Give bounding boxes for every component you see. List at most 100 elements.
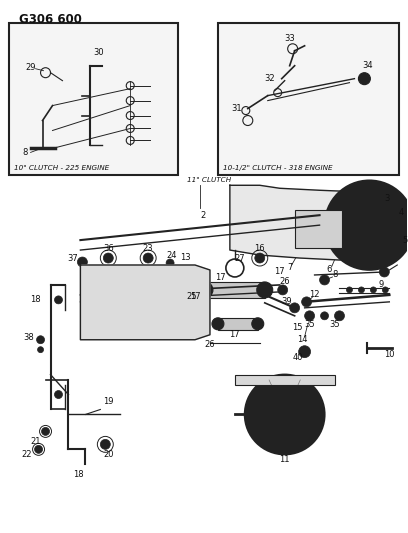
Polygon shape bbox=[230, 185, 399, 260]
Text: 35: 35 bbox=[304, 320, 315, 329]
Text: 40: 40 bbox=[293, 353, 303, 362]
Circle shape bbox=[121, 321, 129, 329]
Circle shape bbox=[186, 301, 194, 309]
Circle shape bbox=[100, 439, 110, 449]
Circle shape bbox=[305, 311, 315, 321]
Circle shape bbox=[245, 375, 324, 454]
Circle shape bbox=[302, 297, 312, 307]
Circle shape bbox=[55, 296, 62, 304]
Text: 18: 18 bbox=[30, 295, 41, 304]
Bar bbox=[218, 23, 399, 175]
Text: 2: 2 bbox=[200, 211, 206, 220]
Text: 34: 34 bbox=[362, 61, 373, 70]
Text: 7: 7 bbox=[287, 263, 293, 272]
Circle shape bbox=[252, 318, 264, 330]
Text: 15: 15 bbox=[293, 324, 303, 332]
Text: 35: 35 bbox=[329, 320, 340, 329]
Circle shape bbox=[35, 446, 42, 454]
Text: 14: 14 bbox=[297, 335, 308, 344]
Text: 11" CLUTCH: 11" CLUTCH bbox=[187, 177, 231, 183]
Circle shape bbox=[166, 259, 174, 267]
Text: 16: 16 bbox=[255, 244, 265, 253]
Text: 29: 29 bbox=[25, 63, 36, 72]
Text: 6: 6 bbox=[327, 265, 332, 274]
Text: 39: 39 bbox=[282, 297, 292, 306]
Circle shape bbox=[181, 291, 189, 299]
Text: 17: 17 bbox=[230, 330, 240, 340]
Circle shape bbox=[257, 282, 273, 298]
Text: 10: 10 bbox=[384, 350, 395, 359]
Text: 12: 12 bbox=[309, 290, 320, 300]
Circle shape bbox=[37, 336, 44, 344]
Circle shape bbox=[38, 346, 44, 353]
Text: 27: 27 bbox=[235, 254, 245, 263]
Circle shape bbox=[341, 197, 397, 253]
Text: 36: 36 bbox=[103, 244, 114, 253]
Text: 25: 25 bbox=[187, 293, 197, 301]
Circle shape bbox=[379, 267, 389, 277]
Circle shape bbox=[55, 391, 62, 399]
Text: 38: 38 bbox=[23, 333, 34, 342]
Text: 32: 32 bbox=[264, 74, 275, 83]
Circle shape bbox=[257, 386, 313, 442]
Circle shape bbox=[361, 76, 367, 82]
Text: 9: 9 bbox=[379, 280, 384, 289]
Circle shape bbox=[181, 311, 189, 319]
Text: 26: 26 bbox=[205, 340, 215, 349]
Circle shape bbox=[143, 253, 153, 263]
Text: 8: 8 bbox=[333, 270, 338, 279]
Circle shape bbox=[91, 274, 99, 282]
Text: G306 600: G306 600 bbox=[19, 13, 82, 26]
Circle shape bbox=[271, 400, 299, 429]
Bar bbox=[235, 375, 335, 385]
Text: 31: 31 bbox=[231, 104, 242, 113]
Text: 10" CLUTCH - 225 ENGINE: 10" CLUTCH - 225 ENGINE bbox=[13, 165, 109, 171]
Circle shape bbox=[278, 285, 288, 295]
Bar bbox=[218, 318, 258, 330]
Text: 18: 18 bbox=[73, 470, 84, 479]
Circle shape bbox=[151, 274, 159, 282]
Circle shape bbox=[197, 282, 213, 298]
Text: 20: 20 bbox=[103, 450, 113, 459]
Circle shape bbox=[319, 275, 330, 285]
Bar bbox=[9, 23, 178, 175]
Text: 37: 37 bbox=[67, 254, 78, 263]
Circle shape bbox=[358, 287, 364, 293]
Circle shape bbox=[290, 303, 299, 313]
Circle shape bbox=[370, 287, 376, 293]
Text: 26: 26 bbox=[279, 278, 290, 286]
Text: 17: 17 bbox=[215, 273, 225, 282]
Circle shape bbox=[324, 180, 408, 270]
Text: 23: 23 bbox=[143, 244, 153, 253]
Circle shape bbox=[151, 321, 159, 329]
Circle shape bbox=[358, 72, 370, 85]
Circle shape bbox=[382, 287, 388, 293]
Circle shape bbox=[346, 287, 353, 293]
Circle shape bbox=[42, 427, 49, 435]
Text: 13: 13 bbox=[180, 253, 191, 262]
Text: 19: 19 bbox=[103, 397, 113, 406]
Text: 8: 8 bbox=[22, 148, 27, 157]
Text: 3: 3 bbox=[385, 193, 390, 203]
Text: 11: 11 bbox=[279, 455, 290, 464]
Circle shape bbox=[335, 311, 344, 321]
Circle shape bbox=[321, 312, 328, 320]
Circle shape bbox=[78, 257, 87, 267]
Text: 17: 17 bbox=[275, 268, 285, 277]
Text: 4: 4 bbox=[399, 208, 404, 217]
Text: 17: 17 bbox=[190, 293, 200, 301]
Circle shape bbox=[121, 274, 129, 282]
Bar bbox=[205, 282, 265, 298]
Text: 30: 30 bbox=[93, 49, 104, 57]
Circle shape bbox=[357, 213, 381, 237]
Circle shape bbox=[103, 253, 113, 263]
Circle shape bbox=[299, 346, 310, 358]
Text: 10-1/2" CLUTCH - 318 ENGINE: 10-1/2" CLUTCH - 318 ENGINE bbox=[223, 165, 333, 171]
Text: 33: 33 bbox=[284, 34, 295, 43]
Circle shape bbox=[212, 318, 224, 330]
Circle shape bbox=[91, 321, 99, 329]
Text: 5: 5 bbox=[403, 236, 408, 245]
Bar bbox=[295, 210, 342, 248]
Text: 24: 24 bbox=[167, 251, 177, 260]
Text: 22: 22 bbox=[21, 450, 32, 459]
